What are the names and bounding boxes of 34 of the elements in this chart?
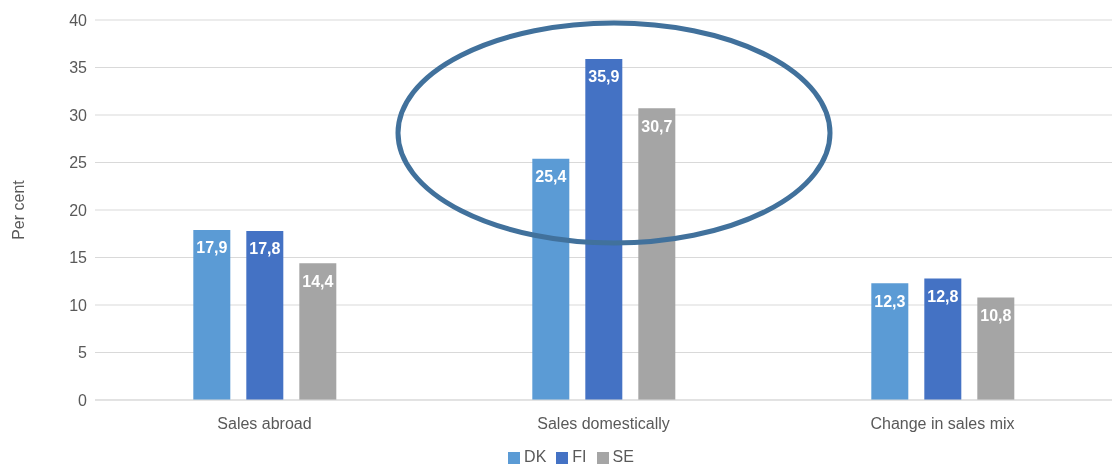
- data-label: 14,4: [302, 272, 334, 290]
- y-tick-label: 15: [69, 249, 88, 267]
- data-label: 30,7: [641, 117, 673, 135]
- y-tick-label: 30: [69, 106, 88, 124]
- data-label: 12,3: [874, 292, 906, 310]
- y-axis-title: Per cent: [9, 179, 27, 240]
- y-tick-label: 0: [78, 391, 88, 409]
- y-tick-label: 35: [69, 59, 88, 77]
- legend-label: DK: [524, 448, 547, 465]
- x-tick-label: Change in sales mix: [870, 415, 1015, 433]
- y-tick-label: 5: [78, 344, 88, 362]
- x-tick-label: Sales abroad: [217, 415, 312, 433]
- data-label: 35,9: [588, 68, 620, 86]
- y-tick-label: 25: [69, 154, 88, 172]
- legend-label: FI: [572, 448, 587, 465]
- bar: [246, 230, 284, 400]
- bar: [924, 278, 962, 400]
- data-label: 10,8: [980, 306, 1012, 324]
- y-tick-label: 40: [69, 11, 88, 29]
- bar: [871, 283, 909, 400]
- x-tick-label: Sales domestically: [537, 415, 670, 433]
- y-tick-label: 10: [69, 296, 88, 314]
- legend-label: SE: [612, 448, 634, 465]
- y-tick-label: 20: [69, 201, 88, 219]
- bar: [532, 158, 570, 400]
- bar: [977, 297, 1015, 400]
- bar: [638, 108, 676, 400]
- bar: [193, 229, 231, 400]
- data-label: 17,8: [249, 240, 281, 258]
- bar: [585, 58, 623, 400]
- data-label: 17,9: [196, 239, 228, 257]
- data-label: 25,4: [535, 168, 567, 186]
- bar: [299, 263, 337, 400]
- data-label: 12,8: [927, 287, 959, 305]
